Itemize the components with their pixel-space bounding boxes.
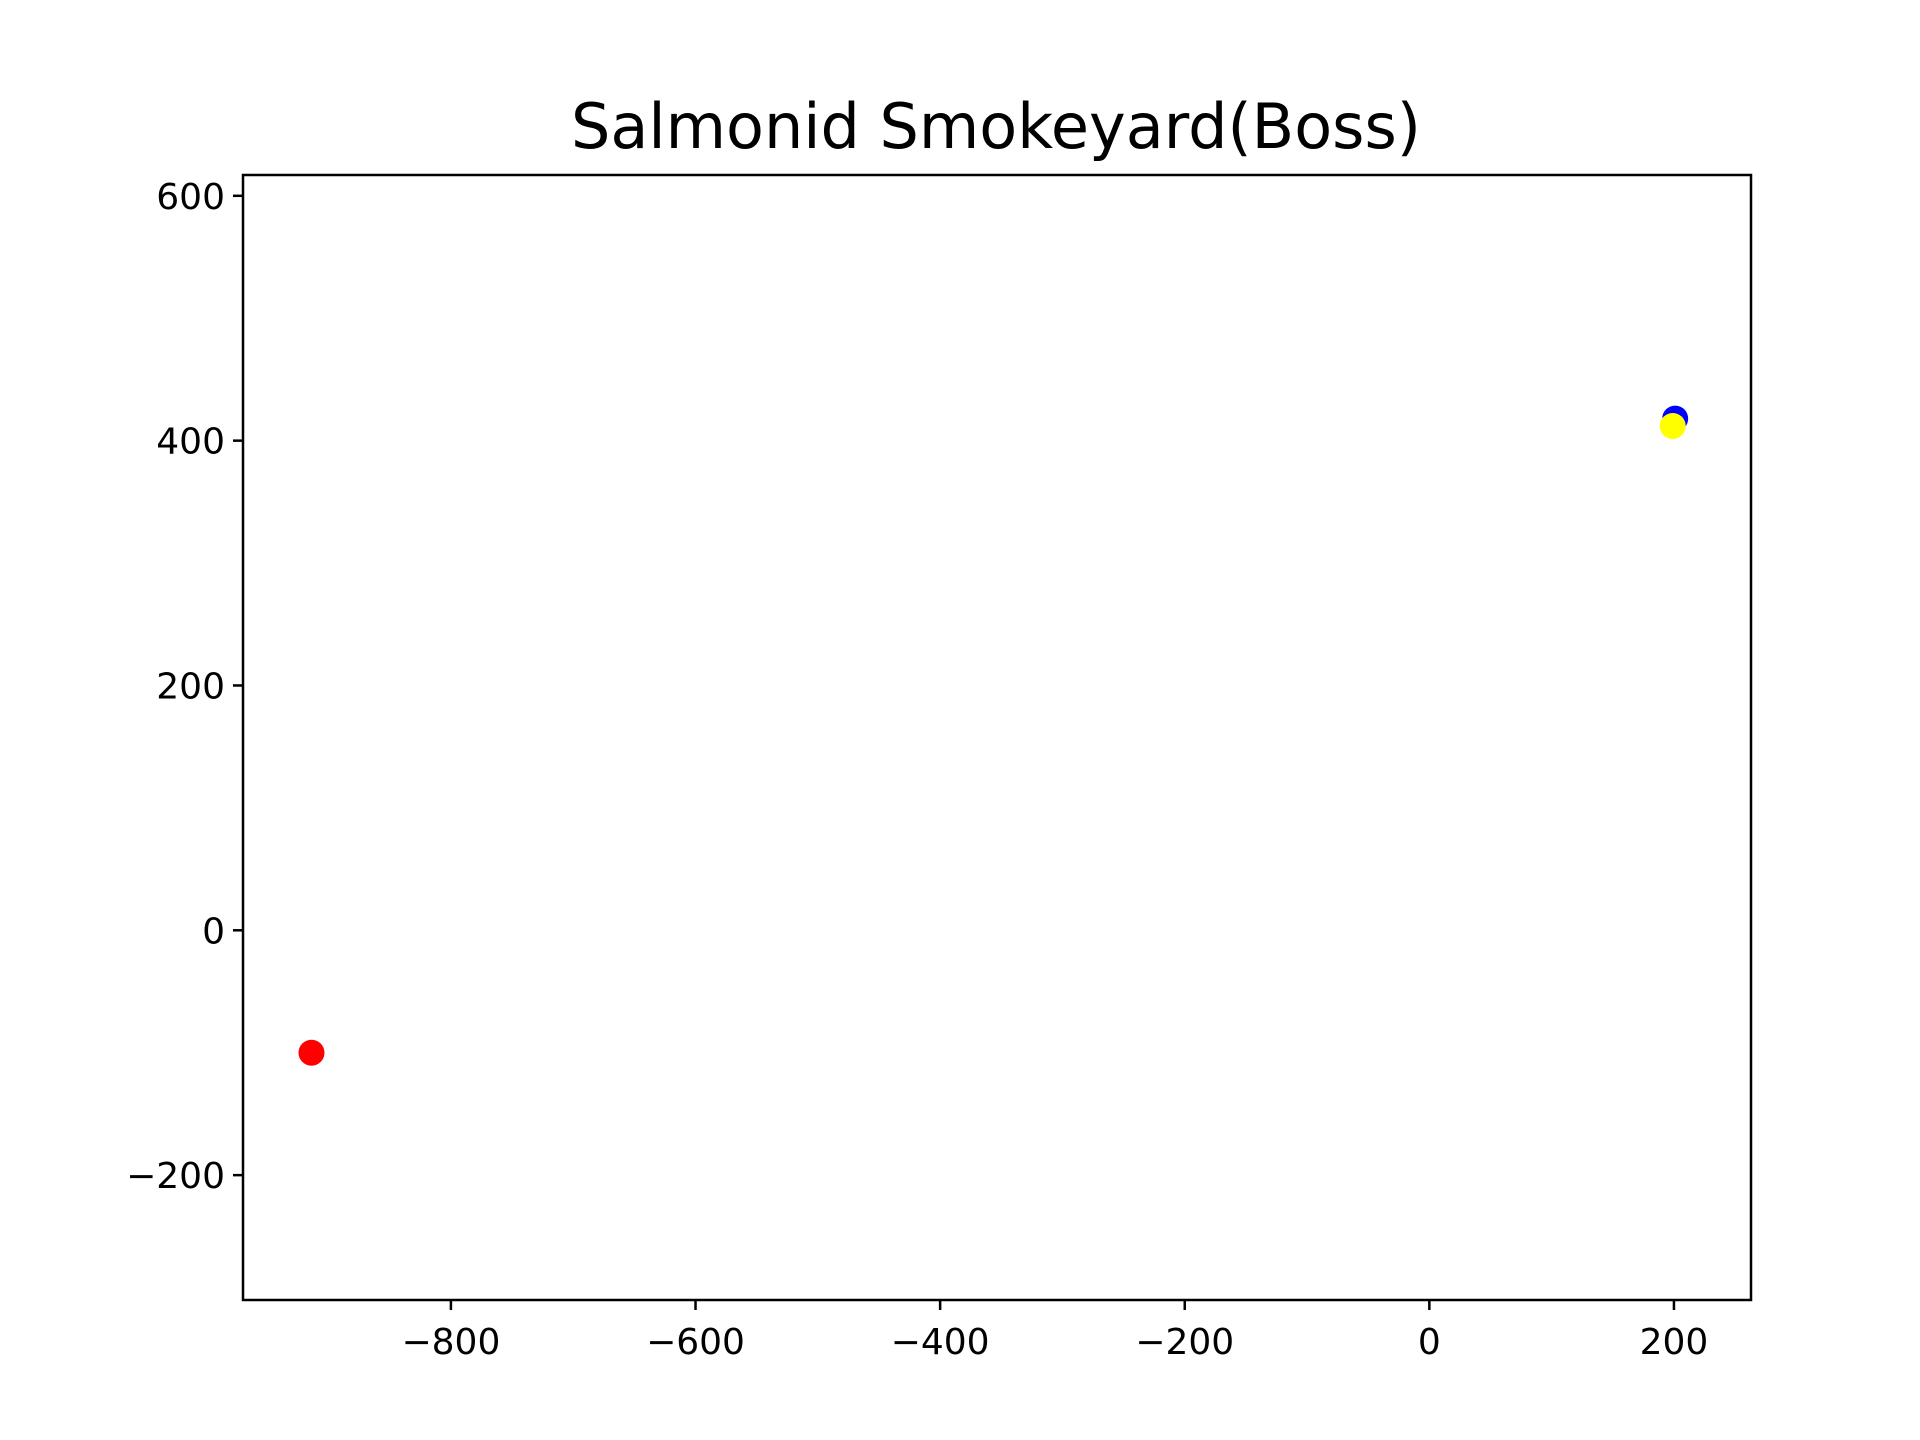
- x-tick-label: −800: [401, 1322, 500, 1363]
- y-tick-label: 200: [156, 666, 225, 707]
- y-axis-ticks: −200 0 200 400 600: [126, 177, 243, 1197]
- y-tick-label: 400: [156, 422, 225, 463]
- x-tick-label: 0: [1418, 1322, 1441, 1363]
- x-tick-label: −400: [891, 1322, 990, 1363]
- y-tick-label: −200: [126, 1156, 225, 1197]
- x-axis-ticks: −800 −600 −400 −200 0 200: [401, 1300, 1708, 1363]
- x-tick-label: 200: [1640, 1322, 1709, 1363]
- plot-frame: [241, 173, 1753, 1302]
- x-tick-label: −600: [646, 1322, 745, 1363]
- y-tick-label: 600: [156, 177, 225, 218]
- x-tick-label: −200: [1135, 1322, 1234, 1363]
- data-point: [1659, 412, 1686, 439]
- data-point: [298, 1039, 325, 1066]
- data-points: [298, 405, 1689, 1066]
- y-tick-label: 0: [202, 911, 225, 952]
- chart-title: Salmonid Smokeyard(Boss): [571, 90, 1421, 163]
